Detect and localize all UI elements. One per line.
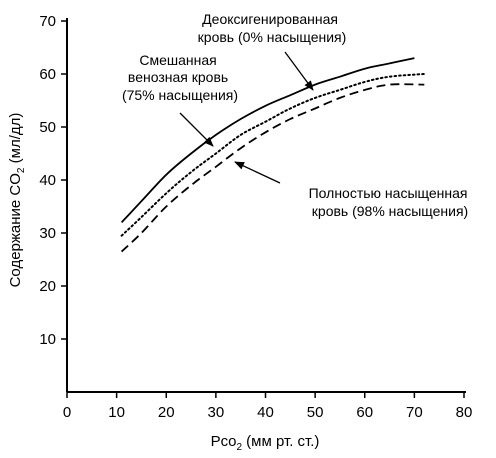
x-tick-label: 70 — [406, 404, 423, 421]
y-tick-label: 20 — [39, 278, 56, 295]
x-tick-label: 60 — [356, 404, 373, 421]
annotation-fully-saturated: Полностью насыщенная кровь (98% насыщени… — [309, 185, 472, 219]
y-tick-label: 40 — [39, 172, 56, 189]
series-line-mixed-venous — [120, 73, 426, 237]
y-tick-label: 10 — [39, 331, 56, 348]
series-layer — [120, 57, 426, 253]
y-tick-label: 70 — [39, 13, 56, 30]
annotation-deoxygenated: Деоксигенированная кровь (0% насыщения) — [198, 11, 347, 45]
y-tick-label: 30 — [39, 225, 56, 242]
annotation-arrow-fully-saturated — [234, 161, 281, 184]
annotation-mixed-venous: Смешанная венозная кровь (75% насыщения) — [122, 52, 238, 103]
x-tick-label: 80 — [456, 404, 473, 421]
y-axis-title: Содержание CO2 (мл/дл) — [7, 113, 27, 288]
x-axis-title: Pco2 (мм рт. ст.) — [211, 433, 320, 453]
x-axis-ticks: 0 10 20 30 40 50 60 70 80 — [63, 392, 473, 421]
series-line-fully-saturated — [120, 83, 425, 253]
y-tick-label: 50 — [39, 119, 56, 136]
x-tick-label: 30 — [208, 404, 225, 421]
annotation-arrow-mixed-venous — [179, 112, 214, 147]
y-axis-ticks: 10 20 30 40 50 60 70 — [39, 13, 67, 348]
series-line-deoxygenated — [120, 57, 415, 224]
x-tick-label: 40 — [257, 404, 274, 421]
x-tick-label: 10 — [108, 404, 125, 421]
x-tick-label: 50 — [307, 404, 324, 421]
x-tick-label: 0 — [63, 404, 71, 421]
annotation-arrow-deoxygenated — [284, 51, 314, 91]
x-tick-label: 20 — [158, 404, 175, 421]
y-tick-label: 60 — [39, 66, 56, 83]
